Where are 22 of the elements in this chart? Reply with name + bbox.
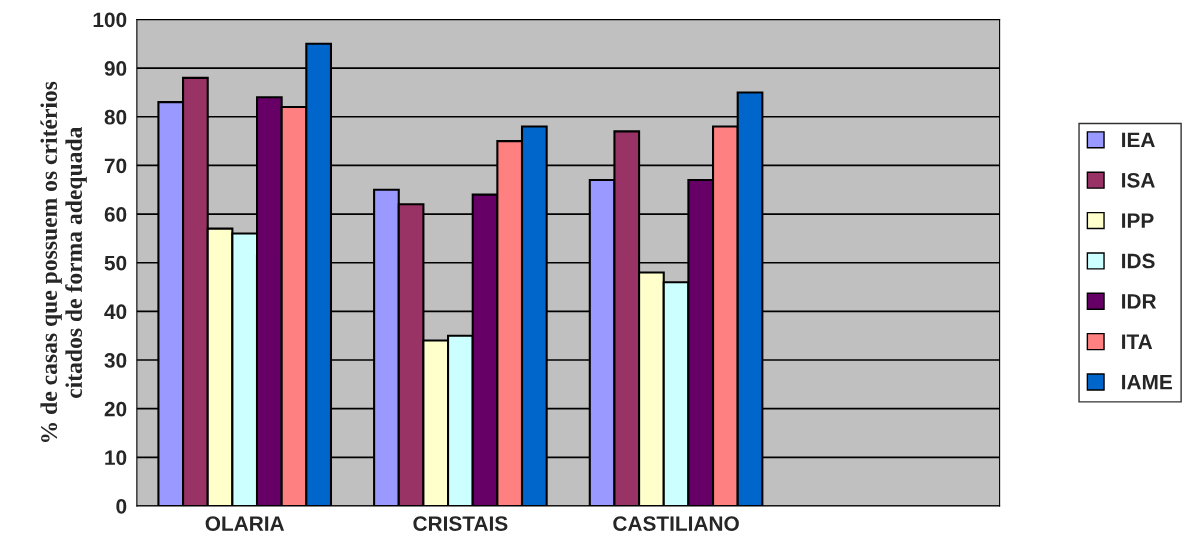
x-tick-label: CRISTAIS (413, 516, 508, 531)
y-tick-label: 20 (104, 401, 127, 417)
y-tick-label: 80 (104, 109, 127, 125)
y-tick-label: 0 (116, 498, 127, 514)
legend-label: IAME (1122, 374, 1172, 390)
y-tick-label: 30 (104, 353, 127, 368)
legend-label: IDS (1122, 253, 1155, 269)
y-tick-label: 10 (105, 450, 127, 466)
y-tick-label: 40 (104, 304, 127, 320)
y-tick-label: 90 (104, 61, 127, 76)
y-tick-label: 60 (104, 207, 127, 222)
legend-label: ISA (1122, 172, 1155, 188)
y-tick-label: 100 (93, 12, 127, 28)
y-tick-label: 50 (104, 255, 127, 271)
y-tick-label: 70 (104, 158, 127, 174)
legend-label: IPP (1122, 213, 1154, 228)
x-tick-label: CASTILIANO (613, 516, 739, 531)
legend-label: IDR (1122, 294, 1157, 309)
legend-label: IEA (1122, 132, 1155, 148)
y-axis-title: % de casas que possuem os critérios citados de forma adequada (40, 81, 87, 442)
x-tick-label: OLARIA (205, 516, 285, 531)
legend-label: ITA (1122, 334, 1153, 349)
